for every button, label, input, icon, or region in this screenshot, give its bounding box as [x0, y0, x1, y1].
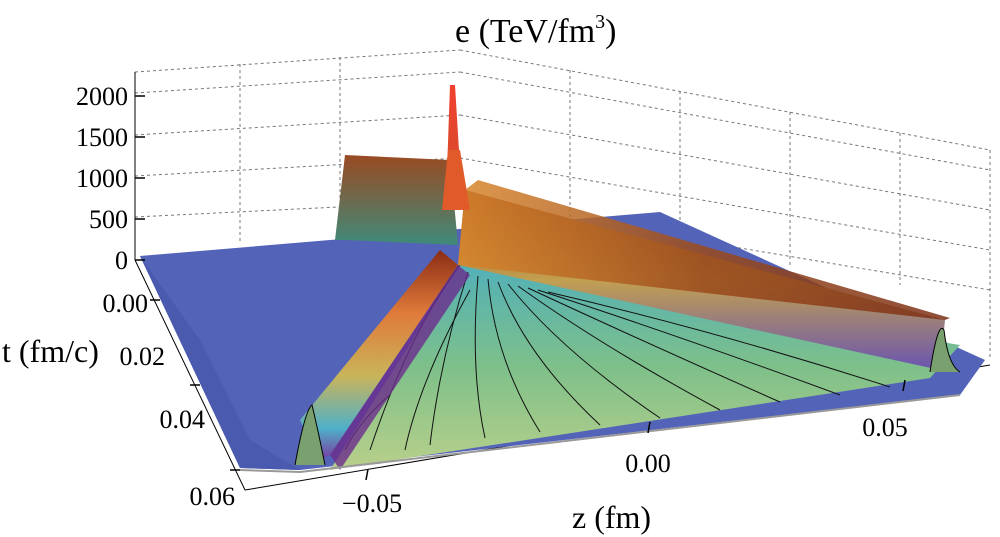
- x-tick-label: 0.05: [862, 413, 908, 442]
- time-axis-ticks: 0.00 0.02 0.04 0.06: [103, 289, 236, 511]
- contour-lines: [344, 264, 891, 451]
- z-tick-label: 2000: [76, 82, 128, 111]
- t-tick-label: 0.02: [120, 342, 166, 371]
- left-ridge: [300, 250, 458, 460]
- z-tick-label: 500: [89, 205, 128, 234]
- energy-axis-ticks: 2000 1500 1000 500 0: [76, 82, 128, 275]
- z-tick-label: 1500: [76, 123, 128, 152]
- z-tick-label: 0: [115, 246, 128, 275]
- position-axis-title: z (fm): [572, 499, 651, 535]
- time-axis-title: t (fm/c): [2, 333, 99, 369]
- chart-title: e (TeV/fm3): [455, 11, 617, 50]
- z-tick-label: 1000: [76, 164, 128, 193]
- x-tick-label: 0.00: [625, 449, 671, 478]
- t-tick-label: 0.06: [190, 482, 236, 511]
- t-tick-label: 0.00: [103, 289, 149, 318]
- back-ridge: [335, 155, 458, 245]
- t-tick-label: 0.04: [160, 405, 206, 434]
- position-axis-ticks: −0.05 0.00 0.05: [342, 413, 908, 518]
- x-tick-label: −0.05: [342, 489, 402, 518]
